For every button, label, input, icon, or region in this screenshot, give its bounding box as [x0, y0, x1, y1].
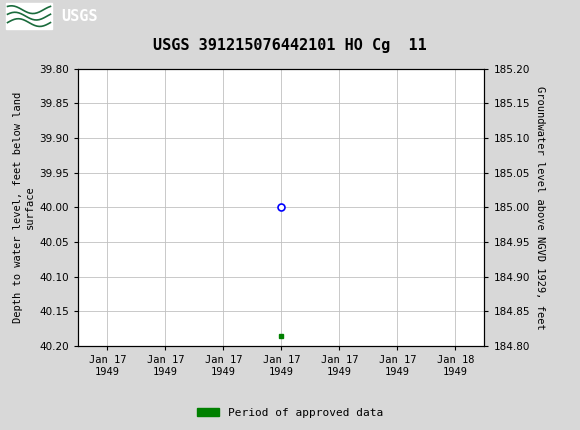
- Y-axis label: Depth to water level, feet below land
surface: Depth to water level, feet below land su…: [13, 92, 35, 323]
- FancyBboxPatch shape: [6, 3, 52, 29]
- Text: USGS: USGS: [61, 9, 97, 24]
- Y-axis label: Groundwater level above NGVD 1929, feet: Groundwater level above NGVD 1929, feet: [535, 86, 545, 329]
- Legend: Period of approved data: Period of approved data: [193, 403, 387, 422]
- Text: USGS 391215076442101 HO Cg  11: USGS 391215076442101 HO Cg 11: [153, 38, 427, 52]
